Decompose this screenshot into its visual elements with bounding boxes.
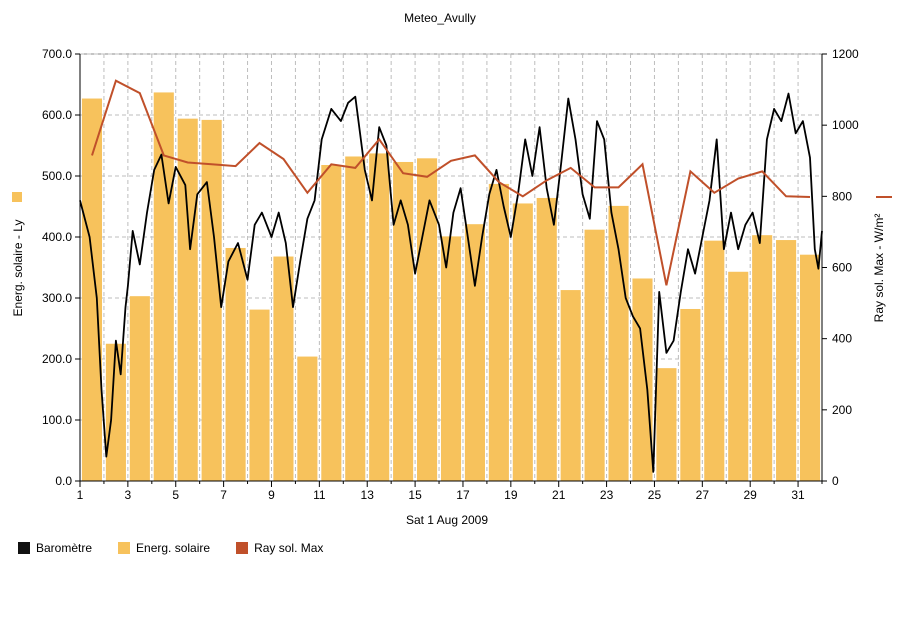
legend-label: Ray sol. Max [254, 541, 324, 555]
line-ray-sol-max [91, 79, 811, 286]
bar-energ-solaire [273, 256, 294, 481]
bar-energ-solaire [512, 203, 533, 481]
bar-energ-solaire [608, 205, 629, 481]
bar-energ-solaire [560, 290, 581, 481]
x-tick-label: 11 [313, 488, 326, 502]
chart-title: Meteo_Avully [404, 11, 476, 25]
bar-energ-solaire [704, 240, 725, 481]
legend-item-energ-solaire: Energ. solaire [118, 541, 210, 555]
bar-energ-solaire [680, 308, 701, 481]
bar-energ-solaire [81, 98, 103, 481]
x-tick-label: 27 [696, 488, 710, 502]
x-tick-label: 21 [552, 488, 566, 502]
x-axis-label: Sat 1 Aug 2009 [406, 513, 488, 527]
x-tick-label: 3 [125, 488, 132, 502]
y-left-tick-label: 700.0 [42, 47, 72, 61]
y-left-tick-label: 100.0 [42, 413, 72, 427]
legend-label: Energ. solaire [136, 541, 211, 555]
bar-energ-solaire [776, 240, 797, 481]
legend: Baromètre Energ. solaire Ray sol. Max [18, 541, 323, 555]
bar-energ-solaire [177, 118, 198, 481]
bar-energ-solaire [752, 235, 773, 481]
x-tick-label: 13 [361, 488, 375, 502]
y-axis-right-label: Ray sol. Max - W/m² [872, 214, 886, 323]
x-tick-label: 31 [791, 488, 805, 502]
y-right-tick-label: 800 [832, 189, 852, 203]
y-left-tick-label: 400.0 [42, 230, 72, 244]
line-barometre [79, 92, 823, 473]
bar-energ-solaire [201, 119, 222, 481]
y-right-tick-label: 1000 [832, 118, 859, 132]
bar-energ-solaire [393, 161, 414, 481]
bar-energ-solaire [656, 368, 677, 481]
bar-energ-solaire [440, 236, 462, 481]
x-tick-label: 17 [456, 488, 470, 502]
barometre-series [79, 92, 823, 473]
y-axis-left-label: Energ. solaire - Ly [11, 220, 25, 317]
bar-energ-solaire [321, 165, 342, 481]
grid [79, 53, 823, 482]
bar-energ-solaire [799, 254, 821, 481]
y-left-tick-label: 0.0 [55, 474, 72, 488]
x-tick-label: 15 [408, 488, 422, 502]
y-right-tick-label: 200 [832, 403, 852, 417]
legend-swatch-energ-solaire [118, 542, 131, 554]
bar-energ-solaire [488, 183, 509, 481]
legend-swatch-ray-sol-max [236, 542, 249, 554]
x-tick-label: 19 [504, 488, 518, 502]
y-left-tick-label: 500.0 [42, 169, 72, 183]
y-left-tick-label: 200.0 [42, 352, 72, 366]
bar-energ-solaire [728, 271, 749, 481]
bars [81, 92, 821, 482]
bar-energ-solaire [369, 153, 390, 481]
y-right-tick-label: 600 [832, 261, 852, 275]
axes: 0.0 100.0 200.0 300.0 400.0 500.0 600.0 700.0 0 2… [42, 47, 859, 502]
x-tick-label: 7 [220, 488, 227, 502]
bar-energ-solaire [297, 356, 318, 481]
x-tick-label: 5 [172, 488, 179, 502]
x-tick-label: 29 [744, 488, 758, 502]
ray-sol-max-series [91, 79, 811, 286]
bar-energ-solaire [584, 229, 605, 481]
bar-energ-solaire [464, 224, 485, 481]
bar-energ-solaire [105, 343, 126, 481]
bar-energ-solaire [153, 92, 174, 482]
bar-energ-solaire [345, 156, 366, 482]
x-tick-label: 9 [268, 488, 275, 502]
x-tick-label: 25 [648, 488, 662, 502]
bar-energ-solaire [632, 278, 653, 481]
x-tick-label: 23 [600, 488, 614, 502]
legend-item-ray-sol-max: Ray sol. Max [236, 541, 323, 555]
y-left-tick-label: 300.0 [42, 291, 72, 305]
y-right-tick-label: 1200 [832, 47, 859, 61]
bar-energ-solaire [417, 158, 438, 481]
legend-swatch-barometre [18, 542, 30, 554]
bar-energ-solaire [129, 296, 150, 481]
legend-item-barometre: Baromètre [18, 541, 92, 555]
x-tick-label: 1 [77, 488, 84, 502]
bar-energ-solaire [249, 309, 270, 481]
y-axis-left-legend-swatch [12, 192, 22, 202]
y-right-tick-label: 0 [832, 474, 839, 488]
y-left-tick-label: 600.0 [42, 108, 72, 122]
bar-energ-solaire [225, 247, 246, 481]
legend-label: Baromètre [36, 541, 93, 555]
bar-energ-solaire [536, 197, 557, 481]
y-right-tick-label: 400 [832, 332, 852, 346]
